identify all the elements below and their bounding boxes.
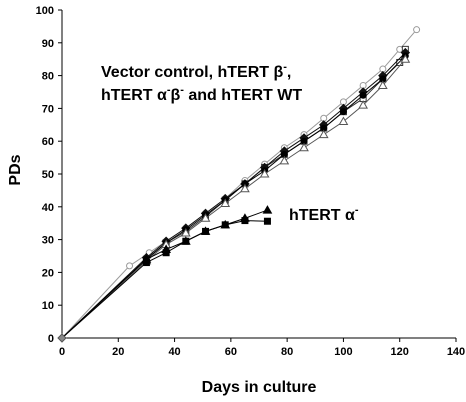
data-point — [279, 155, 290, 165]
data-point — [220, 198, 231, 208]
data-point — [358, 100, 368, 109]
annotation-alpha-sup: - — [355, 204, 359, 216]
y-tick-label: 60 — [42, 136, 54, 148]
data-point — [221, 221, 229, 229]
series-7 — [61, 217, 271, 339]
data-point — [396, 45, 404, 53]
annotation-main-line2-tail: and hTERT WT — [184, 87, 302, 104]
x-tick-label: 100 — [334, 346, 352, 358]
annotation-main-line2b: β — [171, 87, 181, 104]
data-point — [299, 142, 309, 152]
data-point — [263, 217, 271, 225]
data-point — [338, 116, 349, 126]
y-tick-label: 20 — [42, 267, 54, 279]
y-tick-label: 80 — [42, 71, 54, 83]
x-tick-label: 140 — [447, 346, 465, 358]
annotation-main-sup2b: - — [180, 84, 184, 96]
y-tick-label: 0 — [48, 333, 54, 345]
data-point — [339, 108, 347, 116]
x-axis-title: Days in culture — [202, 379, 317, 396]
annotation-group-main-line2: hTERT α-β- and hTERT WT — [101, 84, 302, 104]
y-tick-label: 70 — [42, 103, 54, 115]
data-point — [182, 237, 190, 245]
series-line — [61, 49, 406, 339]
data-point — [377, 80, 388, 89]
data-point — [202, 227, 210, 235]
y-axis-title: PDs — [7, 154, 24, 185]
annotation-main-line1-tail: , — [287, 64, 291, 81]
x-tick-label: 0 — [59, 346, 65, 358]
tick-labels: 0 20 40 60 80 100 120 140 0 10 20 30 40 50 60 70 80 90 100 — [36, 5, 466, 358]
annotation-group-main: Vector control, hTERT β-, — [101, 61, 291, 81]
y-tick-label: 100 — [36, 5, 54, 17]
data-point — [241, 217, 249, 225]
data-point — [162, 249, 170, 257]
data-point — [413, 26, 421, 34]
data-point — [200, 213, 211, 222]
data-point — [259, 168, 270, 178]
data-point — [400, 54, 411, 63]
annotation-main-line1: Vector control, hTERT β — [101, 64, 283, 81]
origin-point — [57, 333, 67, 343]
x-tick-label: 80 — [281, 346, 293, 358]
y-tick-label: 10 — [42, 300, 54, 312]
axes — [58, 9, 457, 342]
annotation-alpha-text: hTERT α — [289, 207, 355, 224]
data-point — [240, 183, 250, 193]
x-tick-label: 20 — [112, 346, 124, 358]
y-tick-label: 90 — [42, 38, 54, 50]
annotation-alpha: hTERT α- — [289, 204, 359, 224]
y-tick-label: 40 — [42, 202, 54, 214]
data-point — [142, 259, 150, 267]
annotation-main-line2a: hTERT α — [101, 87, 167, 104]
y-tick-label: 30 — [42, 235, 54, 247]
series-line — [61, 209, 268, 339]
y-tick-label: 50 — [42, 169, 54, 181]
data-point — [359, 91, 367, 99]
x-tick-label: 120 — [391, 346, 409, 358]
data-point — [262, 205, 273, 214]
series-layer — [57, 26, 421, 343]
data-point — [318, 129, 329, 139]
series-6 — [61, 205, 273, 339]
annotation-main-sup1: - — [283, 61, 287, 73]
data-point — [180, 228, 191, 237]
x-tick-label: 40 — [168, 346, 180, 358]
x-tick-label: 60 — [225, 346, 237, 358]
data-point — [126, 262, 134, 270]
annotation-main-sup2a: - — [167, 84, 171, 96]
